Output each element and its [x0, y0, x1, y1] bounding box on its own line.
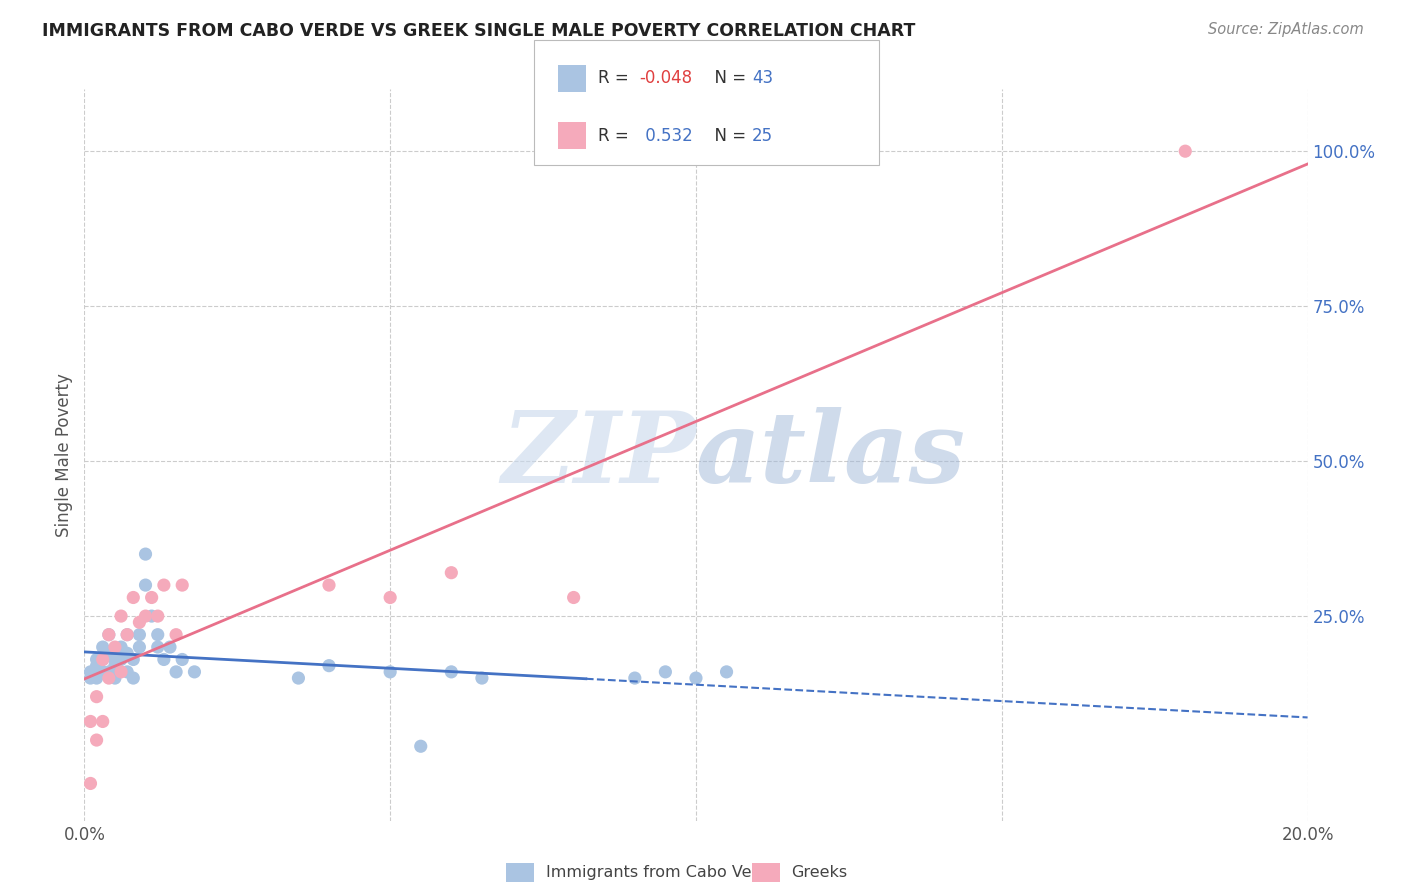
Point	[165, 628, 187, 642]
Point	[97, 665, 120, 679]
Point	[716, 665, 738, 679]
Point	[86, 671, 108, 685]
Point	[172, 578, 194, 592]
Point	[115, 665, 138, 679]
Text: IMMIGRANTS FROM CABO VERDE VS GREEK SINGLE MALE POVERTY CORRELATION CHART: IMMIGRANTS FROM CABO VERDE VS GREEK SING…	[42, 22, 915, 40]
Text: ZIP: ZIP	[501, 407, 696, 503]
Point	[172, 652, 194, 666]
Point	[79, 714, 101, 729]
Point	[122, 671, 145, 685]
Point	[104, 671, 127, 685]
Point	[440, 566, 463, 580]
Text: -0.048: -0.048	[640, 70, 693, 87]
Text: atlas: atlas	[696, 407, 966, 503]
Text: Greeks: Greeks	[792, 865, 848, 880]
Point	[562, 591, 585, 605]
Point	[128, 628, 150, 642]
Point	[128, 640, 150, 654]
Point	[104, 652, 127, 666]
Point	[318, 578, 340, 592]
Point	[115, 628, 138, 642]
Text: Immigrants from Cabo Verde: Immigrants from Cabo Verde	[546, 865, 778, 880]
Point	[135, 609, 157, 624]
Point	[97, 628, 120, 642]
Point	[110, 609, 132, 624]
Point	[141, 609, 163, 624]
Point	[135, 578, 157, 592]
Point	[104, 640, 127, 654]
Point	[183, 665, 205, 679]
Point	[380, 665, 402, 679]
Point	[654, 665, 676, 679]
Point	[91, 640, 114, 654]
Text: Source: ZipAtlas.com: Source: ZipAtlas.com	[1208, 22, 1364, 37]
Point	[110, 665, 132, 679]
Point	[122, 652, 145, 666]
Point	[135, 547, 157, 561]
Text: R =: R =	[598, 127, 634, 145]
Point	[86, 652, 108, 666]
Text: 0.532: 0.532	[640, 127, 693, 145]
Point	[91, 665, 114, 679]
Point	[685, 671, 707, 685]
Point	[97, 646, 120, 660]
Text: R =: R =	[598, 70, 634, 87]
Point	[79, 671, 101, 685]
Point	[91, 652, 114, 666]
Point	[128, 615, 150, 630]
Point	[146, 609, 169, 624]
Point	[287, 671, 309, 685]
Point	[159, 640, 181, 654]
Point	[86, 690, 108, 704]
Point	[115, 628, 138, 642]
Point	[146, 628, 169, 642]
Y-axis label: Single Male Poverty: Single Male Poverty	[55, 373, 73, 537]
Point	[624, 671, 647, 685]
Point	[91, 714, 114, 729]
Point	[115, 646, 138, 660]
Point	[471, 671, 494, 685]
Point	[380, 591, 402, 605]
Point	[153, 578, 176, 592]
Point	[97, 628, 120, 642]
Point	[91, 652, 114, 666]
Point	[318, 658, 340, 673]
Point	[122, 591, 145, 605]
Point	[104, 658, 127, 673]
Point	[110, 640, 132, 654]
Point	[86, 658, 108, 673]
Text: N =: N =	[704, 127, 752, 145]
Point	[409, 739, 432, 754]
Point	[97, 671, 120, 685]
Point	[141, 591, 163, 605]
Point	[86, 733, 108, 747]
Point	[79, 776, 101, 790]
Text: 25: 25	[752, 127, 773, 145]
Point	[146, 640, 169, 654]
Point	[165, 665, 187, 679]
Point	[1174, 144, 1197, 158]
Text: 43: 43	[752, 70, 773, 87]
Point	[110, 652, 132, 666]
Point	[79, 665, 101, 679]
Point	[440, 665, 463, 679]
Point	[153, 652, 176, 666]
Text: N =: N =	[704, 70, 752, 87]
